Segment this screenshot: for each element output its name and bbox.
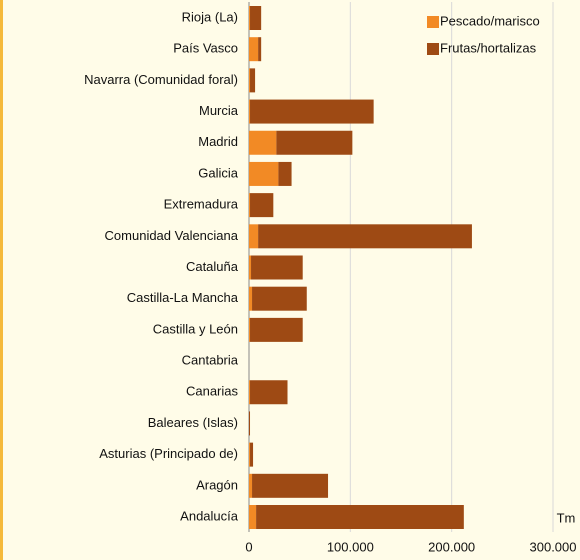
bar-segment: [249, 286, 253, 311]
legend-label: Frutas/hortalizas: [440, 40, 537, 55]
bar-segment: [249, 317, 251, 342]
bar-segment: [249, 473, 253, 498]
legend-swatch: [427, 43, 439, 55]
bar-segment: [249, 505, 257, 529]
bar-segment: [258, 224, 472, 249]
bar-segment: [258, 37, 262, 62]
y-tick-label: Murcia: [199, 103, 239, 118]
bar-segment: [249, 161, 279, 186]
bar-segment: [249, 255, 252, 280]
y-tick-label: Navarra (Comunidad foral): [84, 72, 238, 87]
bar-segment: [249, 68, 251, 93]
bar-segment: [276, 130, 353, 155]
y-tick-label: Madrid: [198, 134, 238, 149]
bar-segment: [250, 68, 256, 93]
bar-segment: [250, 193, 274, 218]
bar-segment: [249, 224, 259, 249]
bar-segment: [250, 442, 254, 467]
bar-segment: [249, 6, 251, 30]
bar-segment: [249, 380, 251, 405]
x-tick-label: 200.000: [428, 539, 475, 554]
y-tick-label: País Vasco: [173, 41, 238, 56]
bar-segment: [250, 380, 288, 405]
y-tick-label: Cantabria: [182, 353, 239, 368]
y-tick-label: Baleares (Islas): [148, 415, 238, 430]
bar-segment: [256, 505, 464, 529]
legend-swatch: [427, 16, 439, 28]
bar-segment: [249, 37, 259, 62]
y-tick-label: Comunidad Valenciana: [105, 228, 239, 243]
x-unit: Tm: [557, 510, 576, 525]
y-tick-label: Extremadura: [164, 197, 239, 212]
y-tick-label: Aragón: [196, 477, 238, 492]
y-tick-label: Cataluña: [186, 259, 239, 274]
y-tick-label: Canarias: [186, 384, 239, 399]
y-tick-label: Andalucía: [180, 508, 239, 523]
bar-segment: [252, 286, 307, 311]
bar-segment: [249, 442, 251, 467]
bar-segment: [250, 99, 374, 124]
y-tick-label: Castilla-La Mancha: [127, 290, 239, 305]
bar-segment: [249, 193, 251, 218]
bar-segment: [249, 411, 251, 436]
bar-segment: [252, 473, 329, 498]
bar-segment: [249, 99, 251, 124]
bar-segment: [249, 130, 277, 155]
bar-segment: [250, 6, 262, 30]
y-tick-label: Galicia: [198, 165, 239, 180]
bar-segment: [250, 317, 303, 342]
frame-edge: [0, 0, 3, 560]
bar-segment: [251, 255, 303, 280]
x-tick-label: 100.000: [327, 539, 374, 554]
x-tick-label: 300.000: [530, 539, 577, 554]
y-tick-label: Castilla y León: [153, 321, 238, 336]
x-tick-label: 0: [245, 539, 252, 554]
y-tick-label: Asturias (Principado de): [99, 446, 238, 461]
bar-segment: [278, 161, 292, 186]
y-tick-label: Rioja (La): [182, 9, 238, 24]
legend-label: Pescado/marisco: [440, 13, 540, 28]
